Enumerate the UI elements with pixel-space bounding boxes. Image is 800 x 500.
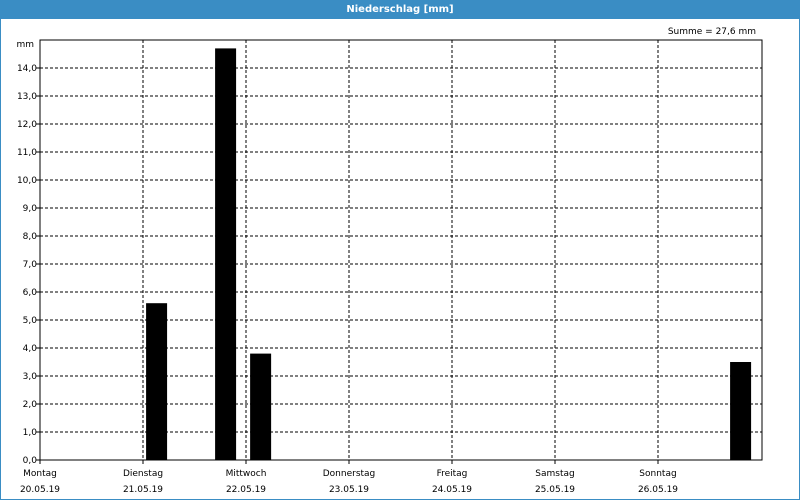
- precipitation-bar: [250, 353, 272, 460]
- y-tick-label: 5,0: [23, 316, 38, 326]
- y-tick-label: 2,0: [23, 400, 38, 410]
- sum-label: Summe = 27,6 mm: [667, 27, 756, 37]
- y-tick-label: 0,0: [23, 456, 38, 466]
- y-tick-label: 4,0: [23, 344, 38, 354]
- day-date-label: 23.05.19: [329, 485, 369, 495]
- day-date-label: 20.05.19: [20, 485, 60, 495]
- y-tick-label: 9,0: [23, 204, 38, 214]
- day-name-label: Mittwoch: [226, 469, 267, 479]
- precipitation-bar: [215, 48, 237, 461]
- precipitation-bar: [146, 303, 168, 460]
- y-tick-label: 3,0: [23, 372, 38, 382]
- y-tick-label: 12,0: [17, 120, 37, 130]
- day-name-label: Samstag: [535, 469, 574, 479]
- day-date-label: 25.05.19: [535, 485, 575, 495]
- day-name-label: Donnerstag: [323, 469, 376, 479]
- y-tick-label: 8,0: [23, 232, 38, 242]
- day-date-label: 24.05.19: [432, 485, 472, 495]
- y-tick-label: 7,0: [23, 260, 38, 270]
- day-date-label: 22.05.19: [226, 485, 266, 495]
- y-tick-label: 13,0: [17, 92, 37, 102]
- y-tick-label: 1,0: [23, 428, 38, 438]
- plot-frame: [39, 39, 763, 461]
- day-date-label: 26.05.19: [638, 485, 678, 495]
- y-tick-label: 6,0: [23, 288, 38, 298]
- chart-title: Niederschlag [mm]: [1, 1, 799, 19]
- y-tick-label: 10,0: [17, 176, 37, 186]
- day-name-label: Freitag: [437, 469, 468, 479]
- day-name-label: Montag: [23, 469, 57, 479]
- y-tick-label: 11,0: [17, 148, 37, 158]
- day-date-label: 21.05.19: [123, 485, 163, 495]
- day-name-label: Sonntag: [639, 469, 676, 479]
- day-name-label: Dienstag: [123, 469, 163, 479]
- y-tick-label: 14,0: [17, 64, 37, 74]
- y-axis-label: mm: [16, 40, 34, 50]
- precipitation-bar: [730, 362, 752, 460]
